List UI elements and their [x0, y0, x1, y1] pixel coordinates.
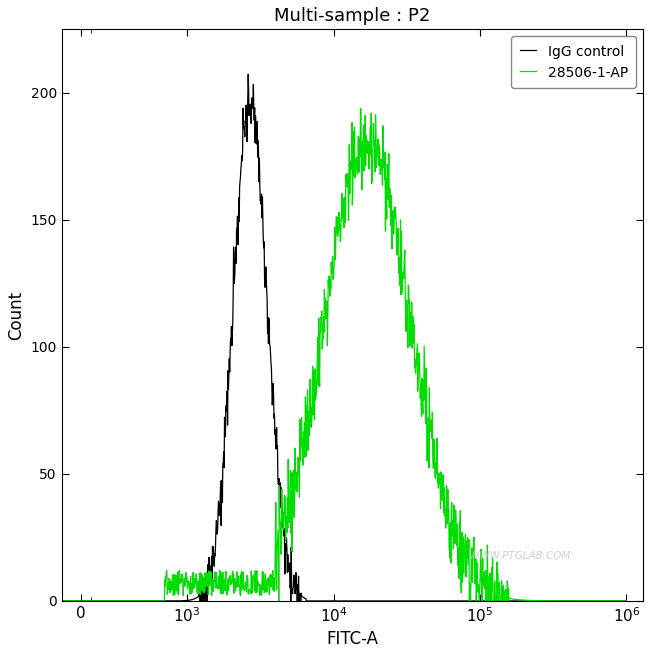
Legend: IgG control, 28506-1-AP: IgG control, 28506-1-AP — [512, 36, 636, 88]
28506-1-AP — [456, 517, 463, 525]
IgG control — [226, 354, 233, 362]
Text: WWW.PTGLAB.COM: WWW.PTGLAB.COM — [469, 551, 570, 561]
28506-1-AP — [528, 597, 536, 605]
Y-axis label: Count: Count — [7, 291, 25, 340]
28506-1-AP — [427, 428, 435, 436]
28506-1-AP — [623, 597, 630, 605]
IgG control — [528, 597, 536, 605]
X-axis label: FITC-A: FITC-A — [326, 630, 378, 648]
IgG control — [240, 124, 248, 132]
28506-1-AP — [357, 105, 365, 113]
28506-1-AP — [289, 490, 296, 498]
28506-1-AP — [58, 597, 66, 605]
IgG control — [456, 597, 463, 605]
IgG control — [289, 585, 297, 593]
IgG control — [427, 597, 435, 605]
28506-1-AP — [240, 586, 248, 593]
IgG control — [623, 597, 630, 605]
IgG control — [244, 70, 252, 78]
IgG control — [58, 597, 66, 605]
Line: 28506-1-AP: 28506-1-AP — [62, 109, 627, 601]
Line: IgG control: IgG control — [62, 74, 627, 601]
Title: Multi-sample : P2: Multi-sample : P2 — [274, 7, 430, 25]
28506-1-AP — [226, 573, 233, 581]
